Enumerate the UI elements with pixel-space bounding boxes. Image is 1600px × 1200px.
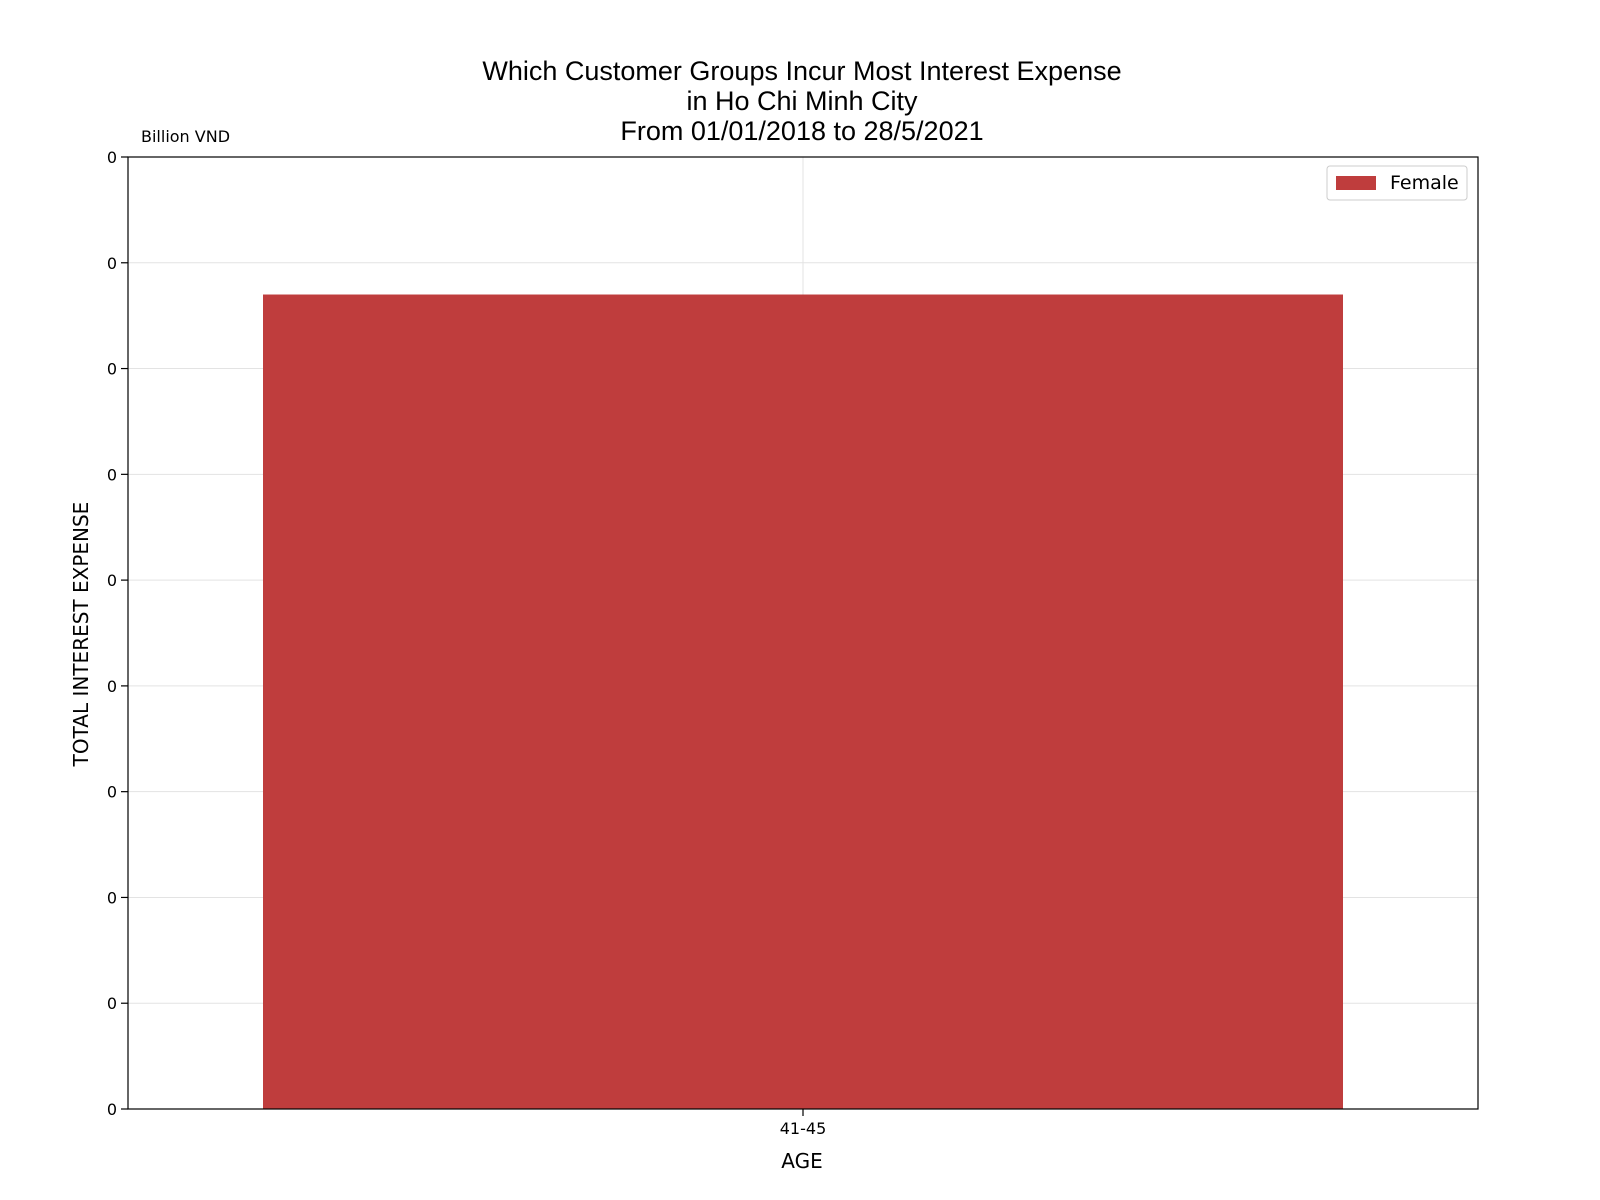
legend-label-female: Female [1390,172,1459,194]
y-axis-ticks: 0 0 0 0 0 0 0 0 0 0 [107,148,128,1119]
x-tick-label: 41-45 [780,1119,827,1138]
legend: Female [1326,165,1468,201]
y-tick-label: 0 [107,888,117,907]
y-tick-label: 0 [107,465,117,484]
x-axis-ticks: 41-45 [780,1109,827,1138]
bar-41-45-female [263,294,1343,1109]
y-tick-label: 0 [107,148,117,167]
y-tick-label: 0 [107,571,117,590]
chart-title-line-2: in Ho Chi Minh City [686,86,918,116]
chart-title-line-1: Which Customer Groups Incur Most Interes… [482,56,1121,86]
chart-title-line-3: From 01/01/2018 to 28/5/2021 [620,116,983,146]
y-tick-label: 0 [107,360,117,379]
legend-swatch-female [1336,176,1376,190]
chart-title: Which Customer Groups Incur Most Interes… [482,56,1121,146]
y-unit-label: Billion VND [141,127,230,146]
y-tick-label: 0 [107,994,117,1013]
y-axis-label: TOTAL INTEREST EXPENSE [69,502,93,768]
legend-box [1326,165,1468,201]
y-tick-label: 0 [107,783,117,802]
y-tick-label: 0 [107,1100,117,1119]
x-axis-label: AGE [781,1149,822,1173]
y-tick-label: 0 [107,254,117,273]
bars [263,294,1343,1109]
y-tick-label: 0 [107,677,117,696]
